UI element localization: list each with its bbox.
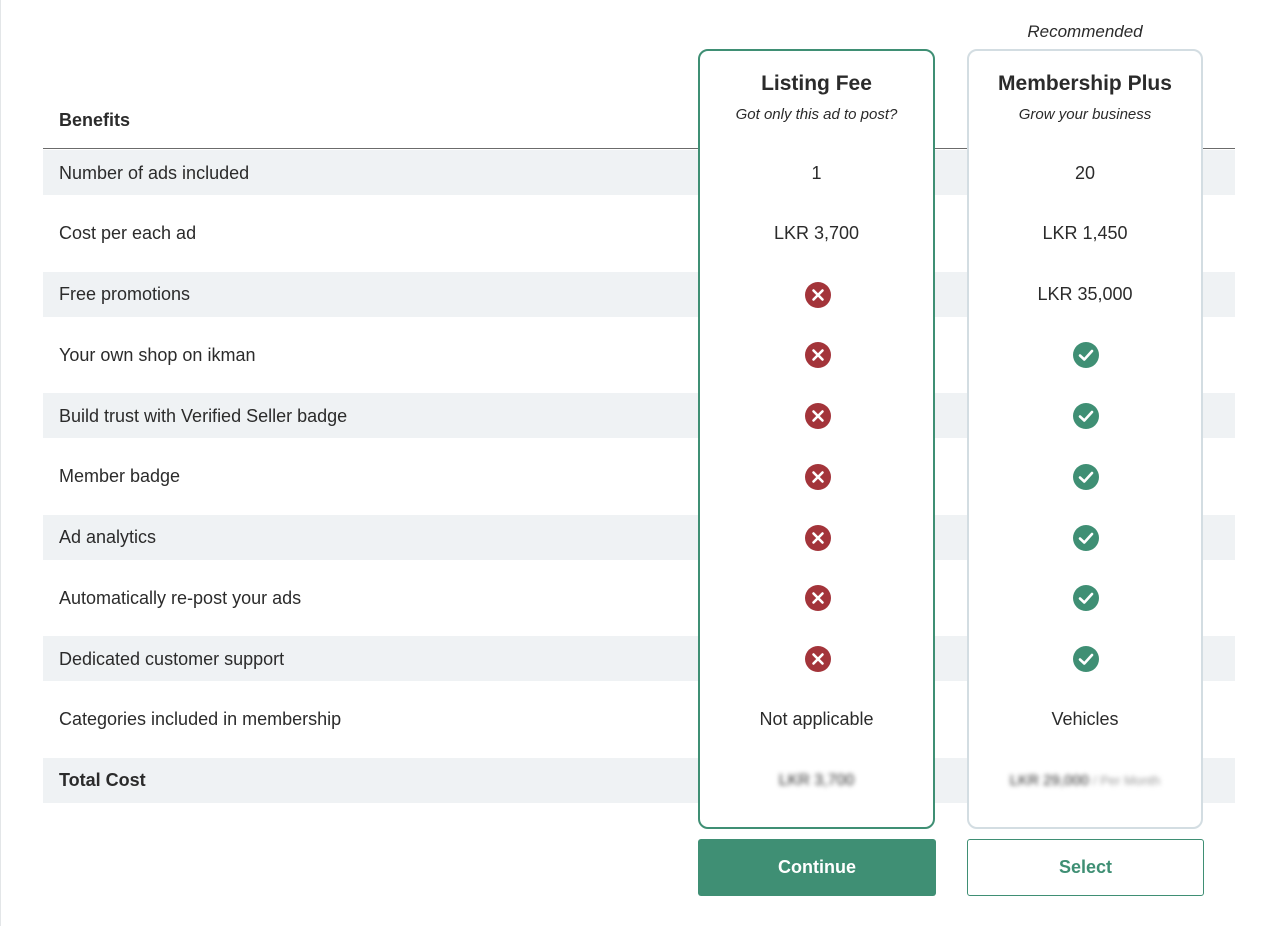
- plan-value: LKR 1,450: [1042, 223, 1128, 244]
- cross-icon: [804, 646, 831, 672]
- plan-value: 20: [1074, 162, 1096, 183]
- check-icon: [1073, 646, 1099, 672]
- plan-value: LKR 3,700: [773, 223, 860, 244]
- benefit-label: Member badge: [59, 466, 181, 487]
- plan-value: LKR 35,000: [1037, 284, 1133, 304]
- plan-name: Membership Plus: [998, 72, 1172, 95]
- benefit-label: Cost per each ad: [59, 223, 197, 244]
- check-icon: [1073, 463, 1099, 490]
- cross-icon: [804, 585, 831, 612]
- total-value-wrap: LKR 29,000/ Per Month: [967, 766, 1203, 796]
- plan-value: Not applicable: [759, 709, 874, 730]
- cross-icon: [804, 403, 831, 429]
- check-icon: [1073, 524, 1099, 551]
- check-icon: [1073, 403, 1099, 429]
- cross-icon: [804, 524, 831, 551]
- plan-tagline: Got only this ad to post?: [735, 105, 898, 123]
- benefit-label: Free promotions: [59, 284, 191, 304]
- plan-tagline: Grow your business: [1018, 105, 1152, 123]
- benefit-label: Number of ads included: [59, 162, 250, 183]
- header-rule: [43, 148, 1235, 149]
- cross-icon: [804, 463, 831, 490]
- total-value: LKR 29,000: [1009, 772, 1090, 789]
- benefit-label: Build trust with Verified Seller badge: [59, 405, 348, 426]
- benefit-label: Your own shop on ikman: [59, 344, 256, 365]
- benefit-label: Dedicated customer support: [59, 648, 285, 669]
- total-period: / Per Month: [1093, 773, 1161, 788]
- plan-name: Listing Fee: [761, 72, 872, 95]
- benefit-label: Categories included in membership: [59, 709, 342, 730]
- total-value: LKR 3,700: [778, 771, 855, 789]
- check-icon: [1073, 585, 1099, 612]
- total-label: Total Cost: [59, 770, 146, 790]
- plan-value: 1: [811, 162, 822, 183]
- select-button[interactable]: Select: [967, 839, 1204, 896]
- check-icon: [1073, 342, 1099, 369]
- benefits-header: Benefits: [59, 110, 131, 130]
- plan-value: Vehicles: [1051, 709, 1119, 730]
- plan-badge: Recommended: [1027, 22, 1143, 41]
- continue-button[interactable]: Continue: [698, 839, 936, 896]
- cross-icon: [804, 342, 831, 369]
- benefit-label: Automatically re-post your ads: [59, 587, 302, 608]
- cross-icon: [804, 281, 831, 308]
- plan-card: [967, 49, 1203, 829]
- benefit-label: Ad analytics: [59, 527, 157, 547]
- plan-card: [698, 49, 935, 829]
